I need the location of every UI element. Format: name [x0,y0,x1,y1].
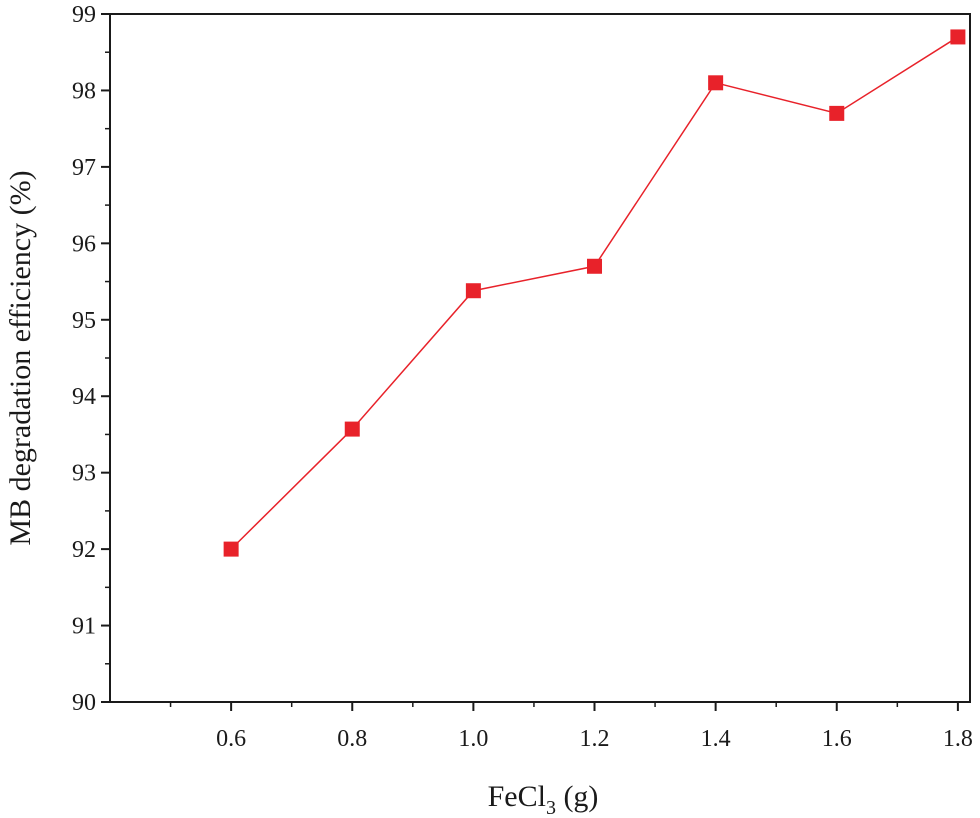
x-tick-label: 1.6 [822,726,852,752]
series-line [230,36,959,550]
x-axis-title-subscript: 3 [546,797,556,818]
x-axis-title-unit: (g) [556,780,598,813]
y-tick-label: 94 [72,384,96,410]
data-point-marker [223,541,239,557]
y-tick-label: 96 [72,231,96,257]
y-tick-label: 97 [72,155,96,181]
data-point-marker [708,75,724,91]
y-tick-label: 95 [72,308,96,334]
data-point-marker [950,29,966,45]
data-point-marker [465,283,481,299]
y-tick-label: 90 [72,690,96,716]
x-tick-label: 1.8 [943,726,973,752]
x-tick-label: 0.6 [216,726,246,752]
y-tick-label: 91 [72,614,96,640]
x-tick-label: 1.4 [701,726,731,752]
y-tick-label: 99 [72,2,96,28]
x-tick-label: 0.8 [337,726,367,752]
data-point-marker [587,258,603,274]
data-point-marker [344,421,360,437]
y-tick-label: 92 [72,537,96,563]
ticks: 90 91 92 93 94 95 96 97 98 99 0.6 0.8 1.0 1.2 1.4 1.6 1.… [72,2,973,752]
series-group [223,29,966,557]
x-tick-label: 1.0 [458,726,488,752]
x-axis-title-main: FeCl [488,780,546,813]
data-point-marker [829,105,845,121]
y-tick-label: 98 [72,78,96,104]
x-tick-label: 1.2 [580,726,610,752]
x-axis-title: FeCl3 (g) [488,780,599,818]
y-axis-title: MB degradation efficiency (%) [4,170,37,545]
y-tick-label: 93 [72,461,96,487]
